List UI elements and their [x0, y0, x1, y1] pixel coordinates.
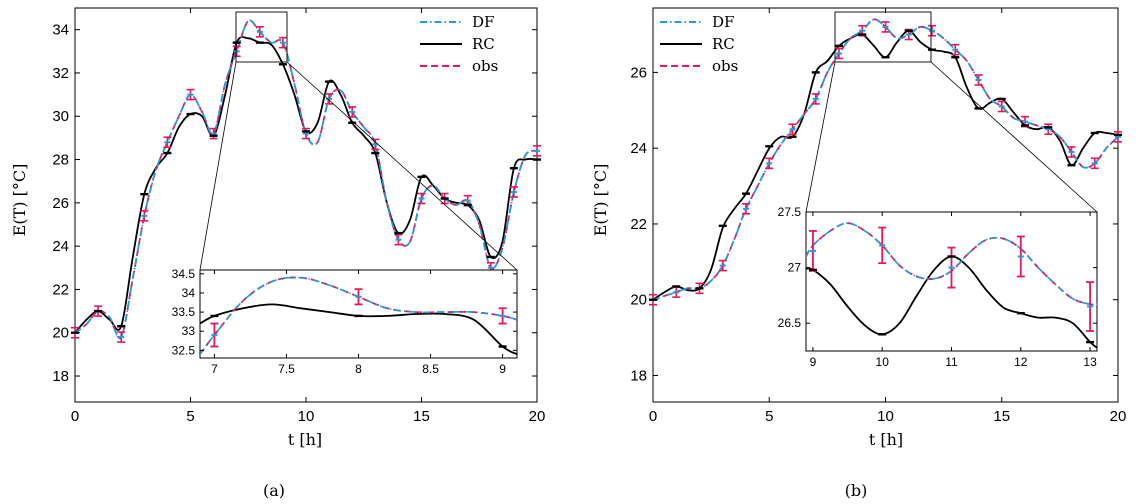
y-tick-label: 28 — [52, 152, 69, 169]
legend: DF RC obs — [660, 13, 738, 75]
panel-b-caption: (b) — [845, 481, 868, 500]
legend-label-obs: obs — [712, 57, 738, 75]
y-tick-label: 26 — [630, 64, 647, 81]
inset-plot: 7 7.5 8 8.5 9 32.5 33 33.5 34 34.5 — [172, 267, 518, 376]
legend-label-df: DF — [472, 13, 494, 31]
panel-b-ylabel: E(T) [°C] — [591, 164, 610, 237]
zoom-connector — [805, 61, 836, 213]
y-tick-label: 24 — [630, 140, 647, 157]
inset-y-tick-label: 27 — [788, 261, 802, 275]
x-tick-label: 20 — [529, 408, 546, 425]
y-tick-label: 18 — [52, 368, 69, 385]
zoom-region — [235, 11, 288, 63]
x-tick-label: 20 — [1110, 408, 1127, 425]
inset-y-tick-label: 34 — [182, 286, 196, 300]
inset-y-tick-label: 27.5 — [778, 205, 802, 219]
inset-x-tick-label: 12 — [1014, 355, 1028, 369]
inset-series — [806, 222, 1097, 349]
zoom-connector — [286, 61, 518, 271]
y-tick-label: 30 — [52, 108, 69, 125]
panel-a-xlabel: t [h] — [288, 430, 322, 449]
inset-series — [200, 276, 517, 356]
legend: DF RC obs — [420, 13, 498, 75]
x-tick-label: 10 — [298, 408, 315, 425]
inset-y-tick-label: 26.5 — [778, 316, 802, 330]
y-tick-label: 20 — [52, 325, 69, 342]
legend-label-obs: obs — [472, 57, 498, 75]
inset-x-tick-label: 8.5 — [422, 362, 439, 376]
series-line-df — [74, 19, 538, 340]
legend-label-rc: RC — [712, 35, 735, 53]
x-tick-label: 0 — [71, 408, 79, 425]
x-tick-label: 15 — [993, 408, 1010, 425]
y-tick-label: 26 — [52, 195, 69, 212]
legend-label-rc: RC — [472, 35, 495, 53]
x-tick-label: 10 — [877, 408, 894, 425]
inset-x-tick-label: 9 — [810, 355, 817, 369]
inset-y-tick-label: 34.5 — [172, 267, 196, 281]
inset-frame — [199, 269, 518, 359]
inset-x-tick-label: 13 — [1083, 355, 1097, 369]
inset-x-tick-label: 9 — [499, 362, 506, 376]
panel-a: 0 5 10 15 20 18 20 22 24 26 28 30 32 34 DF RC obs 7 7.5 8 8.… — [52, 7, 546, 425]
inset-x-tick-label: 10 — [876, 355, 890, 369]
panel-a-ylabel: E(T) [°C] — [10, 164, 29, 237]
y-tick-label: 18 — [630, 367, 647, 384]
inset-y-tick-label: 33.5 — [172, 305, 196, 319]
zoom-connector — [930, 61, 1098, 213]
panel-b-xlabel: t [h] — [869, 430, 903, 449]
inset-plot: 9 10 11 12 13 26.5 27 27.5 — [778, 205, 1098, 369]
x-tick-label: 5 — [765, 408, 773, 425]
inset-x-tick-label: 7 — [211, 362, 218, 376]
y-tick-label: 34 — [52, 22, 69, 39]
zoom-connector — [199, 61, 237, 271]
y-tick-label: 20 — [630, 292, 647, 309]
inset-x-tick-label: 11 — [945, 355, 958, 369]
x-tick-label: 5 — [186, 408, 194, 425]
inset-y-tick-label: 32.5 — [172, 343, 196, 357]
x-tick-label: 15 — [413, 408, 430, 425]
y-tick-label: 22 — [52, 281, 69, 298]
inset-x-tick-label: 7.5 — [278, 362, 295, 376]
zoom-region — [834, 11, 932, 63]
y-tick-label: 32 — [52, 65, 69, 82]
inset-x-tick-label: 8 — [355, 362, 362, 376]
y-tick-label: 24 — [52, 238, 69, 255]
panel-b: 0 5 10 15 20 18 20 22 24 26 DF RC obs 9 10 11 12 13 26.5 27… — [630, 7, 1127, 425]
legend-label-df: DF — [712, 13, 734, 31]
panel-a-caption: (a) — [263, 481, 285, 500]
x-tick-label: 0 — [649, 408, 657, 425]
y-tick-label: 22 — [630, 216, 647, 233]
inset-y-tick-label: 33 — [182, 324, 196, 338]
